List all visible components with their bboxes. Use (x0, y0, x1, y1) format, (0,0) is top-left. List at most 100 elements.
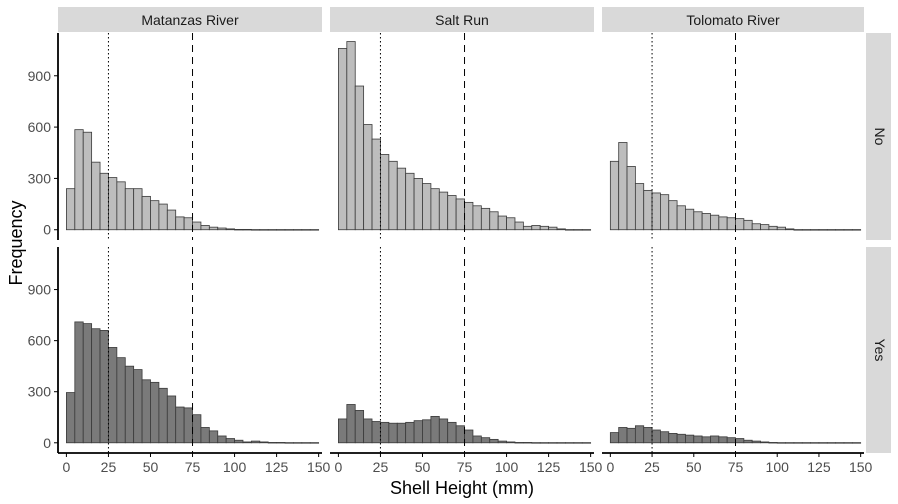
bar (514, 442, 524, 444)
bar (380, 154, 390, 231)
bar (150, 381, 160, 444)
bar (710, 214, 720, 231)
bar (768, 442, 778, 444)
bar (447, 195, 457, 231)
bar (701, 213, 711, 231)
bar (284, 229, 294, 231)
bar (413, 420, 423, 444)
bar (301, 229, 311, 231)
bar (660, 194, 670, 231)
bar (497, 440, 507, 444)
bar (480, 207, 491, 231)
bar (810, 442, 820, 444)
bar (82, 323, 93, 444)
bar (634, 425, 645, 444)
panel-salt-run-yes (338, 247, 592, 453)
bar (200, 225, 210, 231)
bar (192, 221, 202, 231)
bar (701, 436, 711, 444)
strip-label-tolomato-river: Tolomato River (686, 12, 780, 28)
bar (522, 225, 533, 231)
facet-strips: Matanzas River Salt Run Tolomato River No Ye… (58, 7, 891, 453)
bar (166, 209, 177, 231)
bar (259, 441, 269, 444)
bar (284, 442, 294, 444)
bar (354, 410, 365, 444)
y-tick-label: 300 (28, 384, 52, 400)
x-tick-label: 125 (537, 459, 561, 475)
bar (743, 439, 753, 444)
bar (626, 166, 636, 231)
bar (693, 435, 703, 444)
bar (497, 215, 507, 231)
bar (464, 429, 474, 444)
bar (413, 178, 423, 231)
x-tick-label: 75 (457, 459, 473, 475)
bar (676, 433, 686, 444)
bar (346, 404, 356, 444)
bar (309, 442, 320, 444)
bar (200, 427, 210, 444)
bar (472, 205, 482, 231)
bar (371, 138, 381, 231)
bar (718, 436, 728, 444)
bar (743, 219, 753, 231)
bar (556, 442, 566, 444)
bar (801, 442, 811, 444)
bar (108, 177, 118, 231)
panel-salt-run-no (338, 33, 592, 240)
strip-yes (866, 247, 891, 453)
bar (234, 439, 244, 444)
x-tick-label: 50 (143, 459, 159, 475)
bar (259, 229, 269, 231)
bar (851, 442, 862, 444)
bar (626, 427, 636, 444)
bar (539, 442, 549, 444)
bar (685, 208, 695, 231)
panel-matanzas-river-yes (66, 247, 320, 453)
bar (208, 226, 219, 231)
bar (685, 434, 695, 444)
bar (250, 440, 261, 444)
bar (363, 418, 373, 444)
bar (735, 218, 745, 231)
bar (276, 229, 286, 231)
bar (338, 47, 348, 231)
facet-panels (66, 33, 862, 453)
bar (66, 188, 76, 231)
bar (133, 369, 143, 444)
strip-no (866, 33, 891, 240)
bar (565, 229, 575, 231)
bar (489, 438, 499, 444)
bar (250, 229, 261, 231)
bar (506, 441, 516, 444)
bar (472, 435, 482, 444)
x-tick-label: 50 (415, 459, 431, 475)
bar (818, 442, 828, 444)
bar (818, 229, 828, 231)
x-tick-label: 75 (728, 459, 744, 475)
strip-label-yes: Yes (872, 339, 888, 362)
bar (531, 442, 541, 444)
bar (371, 421, 381, 444)
bar (396, 167, 407, 231)
bar (609, 160, 620, 231)
bar (735, 438, 745, 444)
bar (826, 442, 837, 444)
bar (768, 225, 778, 231)
x-tick-label: 125 (807, 459, 831, 475)
bar (726, 437, 736, 444)
bar (74, 129, 84, 231)
bar (208, 430, 219, 444)
bar (556, 228, 566, 231)
y-tick-label: 300 (28, 170, 52, 186)
x-tick-label: 50 (686, 459, 702, 475)
panel-tolomato-river-yes (609, 247, 862, 453)
bar (548, 442, 558, 444)
bar (150, 200, 160, 231)
bar (346, 41, 356, 231)
bar (338, 418, 348, 444)
y-tick-label: 900 (28, 68, 52, 84)
bar (548, 226, 558, 231)
